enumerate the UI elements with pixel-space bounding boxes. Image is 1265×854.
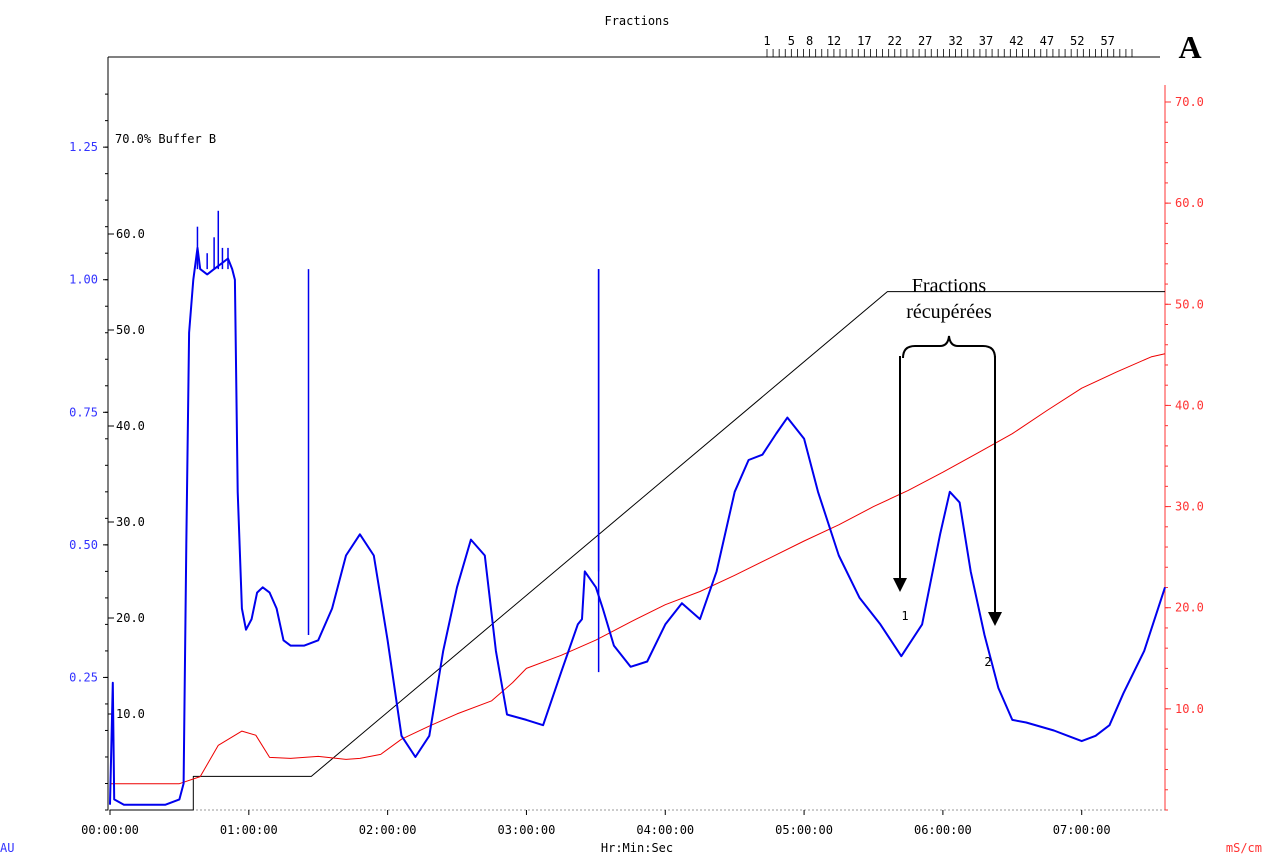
y-inner-tick-label: 20.0	[116, 611, 145, 625]
y-right-tick-label: 10.0	[1175, 702, 1204, 716]
fraction-label: 1	[763, 34, 770, 48]
annotation-title-line1: Fractions	[912, 275, 987, 297]
y-left-unit: AU	[0, 841, 14, 854]
y-left-tick-label: 1.25	[69, 140, 98, 154]
y-inner-tick-label: 10.0	[116, 707, 145, 721]
buffer-axis-label: 70.0% Buffer B	[115, 132, 216, 146]
x-tick-label: 01:00:00	[220, 823, 278, 837]
y-inner-tick-label: 30.0	[116, 515, 145, 529]
fractions-recovered-annotation: Fractions récupérées 1 2	[893, 275, 1002, 669]
annotation-title-line2: récupérées	[906, 301, 992, 323]
y-left-tick-label: 0.75	[69, 405, 98, 419]
fraction-label: 8	[806, 34, 813, 48]
fraction-label: 17	[857, 34, 871, 48]
y-inner-tick-label: 50.0	[116, 323, 145, 337]
fraction-label: 47	[1040, 34, 1054, 48]
fraction-label: 52	[1070, 34, 1084, 48]
fraction-label: 42	[1009, 34, 1023, 48]
y-right-tick-label: 40.0	[1175, 398, 1204, 412]
x-tick-label: 05:00:00	[775, 823, 833, 837]
y-right-tick-label: 30.0	[1175, 500, 1204, 514]
arrow-left-head	[893, 578, 907, 592]
fraction-label: 27	[918, 34, 932, 48]
fraction-ruler: 1 5 8 12 17 22 27 32 37 42 47 52 57	[763, 34, 1133, 57]
y-right-ticks: 10.0 20.0 30.0 40.0 50.0 60.0 70.0	[1165, 95, 1204, 811]
fraction-label: 12	[827, 34, 841, 48]
x-tick-label: 04:00:00	[636, 823, 694, 837]
y-left-tick-label: 1.00	[69, 273, 98, 287]
y-left-tick-label: 0.50	[69, 538, 98, 552]
y-inner-tick-label: 60.0	[116, 227, 145, 241]
fraction-label: 22	[888, 34, 902, 48]
fraction-marker-2: 2	[984, 655, 991, 669]
y-right-tick-label: 70.0	[1175, 95, 1204, 109]
x-axis-title: Hr:Min:Sec	[601, 841, 673, 854]
x-tick-label: 07:00:00	[1053, 823, 1111, 837]
fraction-label: 57	[1100, 34, 1114, 48]
x-tick-label: 02:00:00	[359, 823, 417, 837]
y-right-tick-label: 50.0	[1175, 297, 1204, 311]
fractions-axis-title: Fractions	[604, 14, 669, 28]
annotation-brace	[902, 335, 996, 359]
y-left-tick-label: 0.25	[69, 670, 98, 684]
arrow-right-head	[988, 612, 1002, 626]
x-tick-label: 06:00:00	[914, 823, 972, 837]
x-axis-ticks: 00:00:00 01:00:00 02:00:00 03:00:00 04:00:00…	[81, 810, 1111, 837]
fraction-label: 5	[788, 34, 795, 48]
y-right-tick-label: 60.0	[1175, 196, 1204, 210]
fraction-label: 32	[948, 34, 962, 48]
y-left-ticks: 0.25 0.50 0.75 1.00 1.25	[69, 93, 108, 811]
panel-label: A	[1178, 29, 1201, 65]
y-inner-tick-label: 40.0	[116, 419, 145, 433]
x-tick-label: 00:00:00	[81, 823, 139, 837]
y-right-unit: mS/cm	[1226, 841, 1262, 854]
series-line-buffer-b-gradient	[110, 291, 1165, 811]
x-tick-label: 03:00:00	[498, 823, 556, 837]
series-lines	[109, 210, 1166, 811]
series-line-conductivity	[110, 353, 1166, 785]
y-right-tick-label: 20.0	[1175, 601, 1204, 615]
fraction-marker-1: 1	[901, 609, 908, 623]
series-line-uv	[109, 246, 1166, 806]
y-inner-ticks: 10.0 20.0 30.0 40.0 50.0 60.0	[108, 227, 145, 721]
fraction-label: 37	[979, 34, 993, 48]
